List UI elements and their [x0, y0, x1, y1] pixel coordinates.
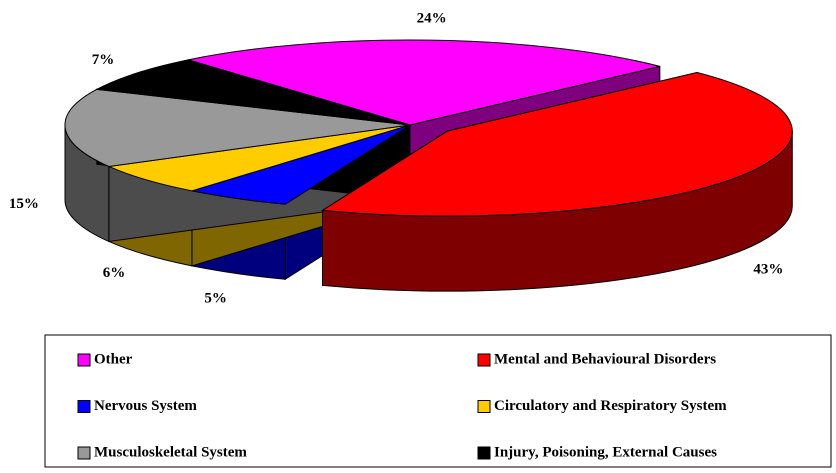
legend-label: Other [94, 351, 133, 367]
legend-swatch [477, 446, 491, 460]
legend-swatch [77, 353, 91, 367]
legend-label: Injury, Poisoning, External Causes [494, 444, 717, 460]
data-label: 43% [753, 261, 783, 277]
legend-swatch [477, 400, 491, 413]
legend-swatch [77, 446, 91, 460]
pie-slice [64, 88, 411, 167]
pie-slice [107, 124, 411, 192]
data-label: 5% [204, 291, 227, 307]
legend-label: Mental and Behavioural Disorders [494, 351, 716, 367]
data-label: 24% [417, 10, 447, 26]
legend-label: Nervous System [94, 398, 197, 414]
legend-box [44, 334, 832, 468]
legend-swatch [477, 353, 491, 367]
pie-slice [321, 72, 793, 217]
legend-label: Circulatory and Respiratory System [494, 398, 727, 414]
pie-slice [188, 39, 660, 126]
data-label: 15% [9, 196, 39, 212]
legend-swatch [77, 400, 91, 413]
data-label: 7% [92, 52, 115, 68]
pie-slice [95, 59, 411, 126]
legend-label: Musculoskeletal System [94, 444, 247, 460]
data-label: 6% [103, 265, 126, 281]
